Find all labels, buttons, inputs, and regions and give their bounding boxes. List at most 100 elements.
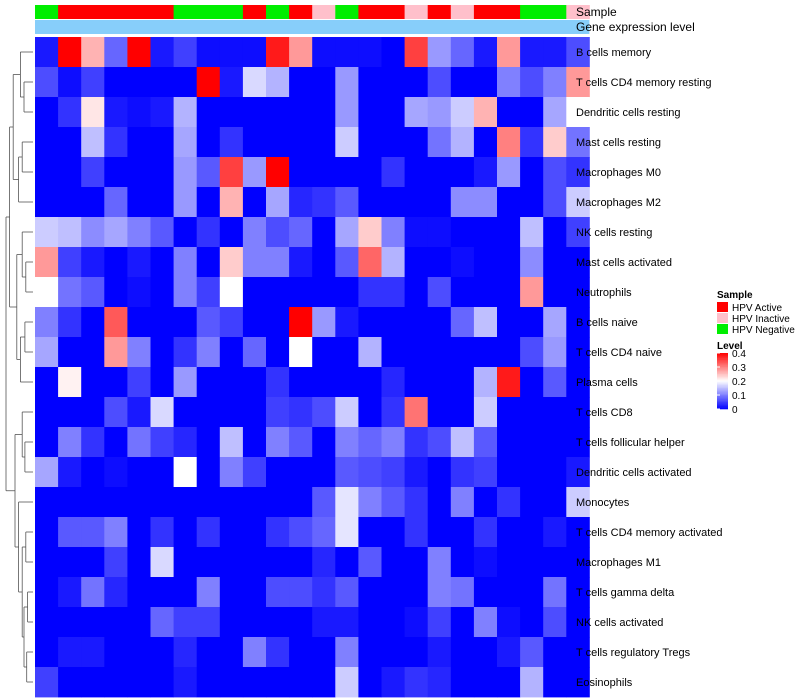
heatmap-cell bbox=[127, 427, 151, 458]
heatmap-cell bbox=[566, 67, 590, 98]
level-tick-label: 0.1 bbox=[732, 391, 746, 402]
level-colorbar-segment bbox=[717, 371, 728, 373]
heatmap-cell bbox=[104, 367, 128, 398]
heatmap-cell bbox=[289, 307, 313, 338]
row-label: T cells regulatory Tregs bbox=[576, 647, 691, 659]
heatmap-cell bbox=[381, 487, 405, 518]
heatmap-cell bbox=[358, 547, 382, 578]
heatmap-cell bbox=[473, 457, 498, 488]
level-colorbar-segment bbox=[717, 386, 728, 389]
heatmap-cell bbox=[196, 97, 221, 128]
heatmap-cell bbox=[173, 667, 198, 698]
heatmap-cell bbox=[266, 517, 290, 548]
heatmap-cell bbox=[543, 307, 567, 338]
heatmap-cell bbox=[81, 517, 105, 548]
heatmap-cell bbox=[473, 127, 498, 158]
level-colorbar-segment bbox=[717, 374, 728, 376]
heatmap-cell bbox=[312, 97, 336, 128]
heatmap-cell bbox=[150, 667, 174, 698]
heatmap-cell bbox=[266, 37, 290, 68]
heatmap-cell bbox=[566, 97, 590, 128]
heatmap-cell bbox=[335, 397, 359, 428]
heatmap-cell bbox=[450, 127, 475, 158]
heatmap-cell bbox=[520, 577, 544, 608]
heatmap-cell bbox=[404, 487, 429, 518]
heatmap-cell bbox=[312, 247, 336, 278]
heatmap-cell bbox=[520, 487, 544, 518]
heatmap-cell bbox=[543, 397, 567, 428]
heatmap-cell bbox=[566, 577, 590, 608]
heatmap-cell bbox=[81, 337, 105, 368]
heatmap-cell bbox=[497, 427, 521, 458]
heatmap-cell bbox=[81, 457, 105, 488]
heatmap-cell bbox=[520, 97, 544, 128]
heatmap-cell bbox=[381, 187, 405, 218]
heatmap-cell bbox=[520, 37, 544, 68]
heatmap-cell bbox=[404, 37, 429, 68]
heatmap-cell bbox=[104, 97, 128, 128]
heatmap-cell bbox=[219, 37, 244, 68]
heatmap-cell bbox=[404, 97, 429, 128]
heatmap-cell bbox=[150, 37, 174, 68]
row-label: T cells CD8 bbox=[576, 407, 633, 419]
sample-annotation-cell bbox=[497, 5, 521, 19]
heatmap-cell bbox=[127, 457, 151, 488]
heatmap-cell bbox=[58, 637, 82, 668]
heatmap-cell bbox=[358, 37, 382, 68]
heatmap-cell bbox=[289, 277, 313, 308]
heatmap-cell bbox=[35, 517, 59, 548]
heatmap-cell bbox=[173, 547, 198, 578]
sample-annotation-cell bbox=[335, 5, 359, 19]
heatmap-cell bbox=[219, 367, 244, 398]
heatmap-cell bbox=[127, 187, 151, 218]
heatmap-cell bbox=[404, 277, 429, 308]
heatmap-cell bbox=[127, 217, 151, 248]
heatmap-cell bbox=[473, 667, 498, 698]
heatmap-cell bbox=[104, 397, 128, 428]
level-colorbar-segment bbox=[717, 360, 728, 362]
heatmap-cell bbox=[266, 217, 290, 248]
heatmap-cell bbox=[427, 667, 452, 698]
heatmap-cell bbox=[104, 607, 128, 638]
heatmap-cell bbox=[127, 487, 151, 518]
heatmap-cell bbox=[58, 487, 82, 518]
level-colorbar-segment bbox=[717, 404, 728, 407]
heatmap-cell bbox=[173, 367, 198, 398]
heatmap-cell bbox=[242, 367, 267, 398]
level-colorbar-segment bbox=[717, 357, 728, 359]
heatmap-cell bbox=[381, 97, 405, 128]
row-label: Dendritic cells resting bbox=[576, 107, 681, 119]
heatmap-cell bbox=[312, 637, 336, 668]
heatmap-cell bbox=[196, 667, 221, 698]
heatmap-cell bbox=[58, 667, 82, 698]
heatmap-cell bbox=[127, 517, 151, 548]
level-colorbar-segment bbox=[717, 355, 728, 358]
heatmap-cell bbox=[543, 547, 567, 578]
heatmap-cell bbox=[266, 127, 290, 158]
heatmap-cell bbox=[450, 487, 475, 518]
heatmap-cell bbox=[358, 157, 382, 188]
level-tick-label: 0.2 bbox=[732, 377, 746, 388]
heatmap-cell bbox=[173, 307, 198, 338]
heatmap-cell bbox=[173, 67, 198, 98]
heatmap-cell bbox=[335, 67, 359, 98]
heatmap-cell bbox=[127, 277, 151, 308]
heatmap-cell bbox=[473, 67, 498, 98]
heatmap-cell bbox=[150, 397, 174, 428]
heatmap-cell bbox=[497, 157, 521, 188]
heatmap-cell bbox=[312, 517, 336, 548]
heatmap-cell bbox=[404, 607, 429, 638]
heatmap-cell bbox=[381, 457, 405, 488]
heatmap-cell bbox=[127, 157, 151, 188]
heatmap-cell bbox=[358, 517, 382, 548]
heatmap-cell bbox=[381, 517, 405, 548]
heatmap-cell bbox=[427, 97, 452, 128]
heatmap-cell bbox=[196, 577, 221, 608]
sample-annotation-cell bbox=[173, 5, 198, 19]
heatmap-cell bbox=[35, 157, 59, 188]
heatmap-cell bbox=[104, 277, 128, 308]
heatmap-cell bbox=[219, 157, 244, 188]
heatmap-cell bbox=[404, 457, 429, 488]
sample-legend-title: Sample bbox=[717, 290, 753, 301]
heatmap-cell bbox=[520, 337, 544, 368]
